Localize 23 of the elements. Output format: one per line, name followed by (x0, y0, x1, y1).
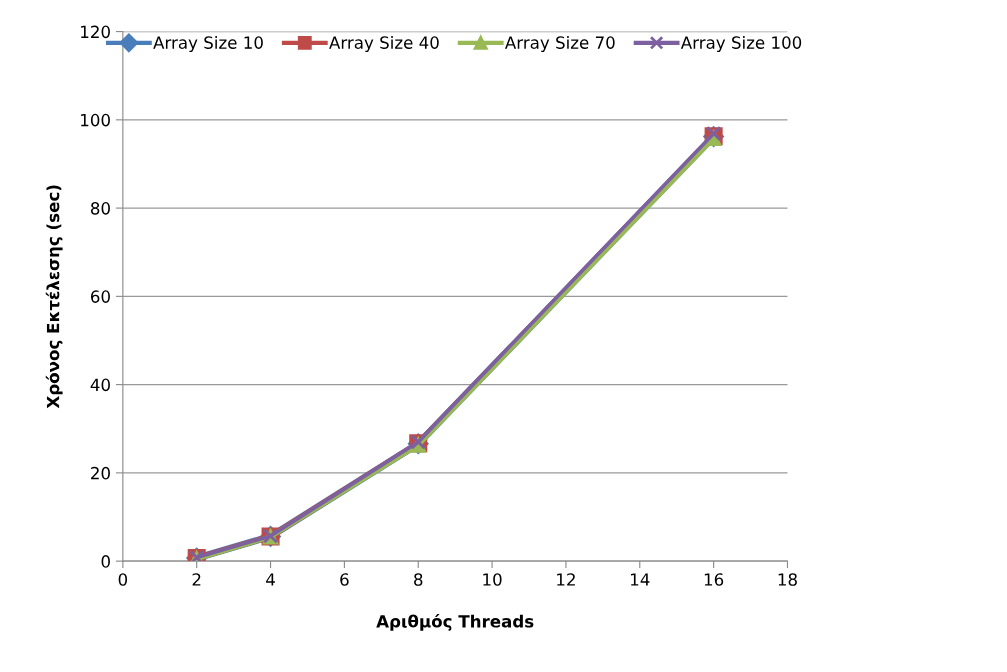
x-axis-title: Αριθμός Threads (376, 614, 534, 631)
x-tick-label: 12 (557, 573, 575, 586)
x-tick-label: 0 (118, 573, 128, 586)
x-tick-label: 16 (704, 573, 724, 586)
x-tick-label: 14 (631, 573, 650, 586)
x-tick-label: 6 (340, 573, 349, 586)
x-tick-label: 8 (414, 573, 423, 586)
legend-label: Array Size 10 (153, 35, 263, 53)
legend-label: Array Size 70 (504, 35, 615, 53)
y-tick-label: 80 (90, 202, 110, 215)
x-tick-label: 10 (483, 573, 502, 586)
y-tick-label: 20 (91, 466, 110, 480)
x-tick-label: 4 (266, 573, 275, 586)
x-tick-label: 18 (778, 573, 797, 586)
legend-label: Array Size 40 (329, 35, 439, 53)
y-tick-label: 60 (91, 290, 110, 303)
y-tick-label: 120 (81, 25, 110, 39)
x-tick-label: 2 (192, 573, 201, 586)
y-axis-title: Χρόνος Εκτέλεσης (sec) (45, 185, 63, 409)
legend-label: Array Size 100 (680, 35, 802, 53)
y-tick-label: 100 (81, 113, 110, 127)
y-tick-label: 0 (101, 555, 110, 568)
y-tick-label: 40 (90, 378, 110, 392)
